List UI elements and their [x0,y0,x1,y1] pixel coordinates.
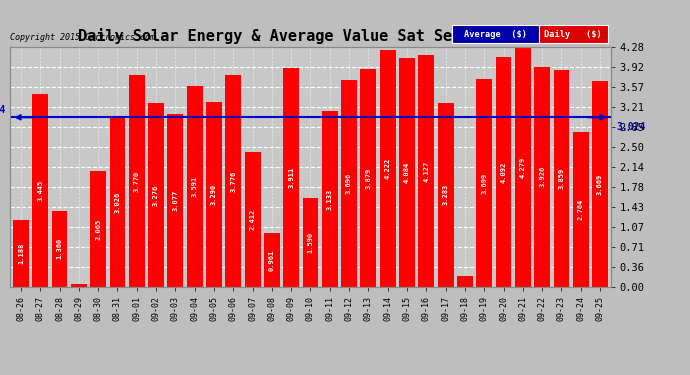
Bar [399,58,415,287]
Bar [168,114,184,287]
Text: 2.065: 2.065 [95,218,101,240]
Bar [476,80,492,287]
Bar [457,276,473,287]
Text: 3.133: 3.133 [327,188,333,210]
Text: 3.879: 3.879 [366,168,371,189]
Bar [592,81,608,287]
Bar [148,103,164,287]
Text: 3.926: 3.926 [539,166,545,188]
Bar [129,75,145,287]
Text: 4.084: 4.084 [404,162,410,183]
Text: 2.764: 2.764 [578,199,584,220]
Bar [515,47,531,287]
Text: 3.776: 3.776 [230,170,236,192]
Text: 3.290: 3.290 [211,184,217,205]
Bar [553,70,569,287]
Bar [13,220,29,287]
Text: 3.770: 3.770 [134,171,140,192]
Text: 3.077: 3.077 [172,190,179,211]
Text: 3.024: 3.024 [616,122,646,132]
Text: 3.276: 3.276 [153,184,159,206]
Text: 3.445: 3.445 [37,180,43,201]
Bar [495,57,511,287]
Bar [451,25,539,43]
Text: 3.911: 3.911 [288,166,294,188]
Text: 4.222: 4.222 [385,158,391,179]
Text: 3.026: 3.026 [115,191,121,213]
Text: 3.699: 3.699 [481,172,487,194]
Bar [284,68,299,287]
Text: 1.188: 1.188 [18,243,24,264]
Title: Daily Solar Energy & Average Value Sat Sep 26 18:43: Daily Solar Energy & Average Value Sat S… [78,28,543,44]
Bar [437,103,453,287]
Text: 4.092: 4.092 [500,162,506,183]
Text: Copyright 2015 Cartronics.com: Copyright 2015 Cartronics.com [10,33,155,42]
Bar [206,102,222,287]
Bar [32,94,48,287]
Text: Daily   ($): Daily ($) [544,30,602,39]
Bar [380,50,395,287]
Bar [303,198,318,287]
Text: Average  ($): Average ($) [464,30,526,39]
Bar [534,67,550,287]
Text: 1.590: 1.590 [308,232,313,253]
Bar [52,211,68,287]
Text: 3.283: 3.283 [442,184,448,206]
Text: 1.360: 1.360 [57,238,63,260]
Text: 3.859: 3.859 [558,168,564,189]
Text: 3.696: 3.696 [346,172,352,194]
Bar [110,117,126,287]
Text: 3.669: 3.669 [597,173,603,195]
Bar [360,69,376,287]
Text: 0.961: 0.961 [269,249,275,270]
Text: 4.127: 4.127 [423,160,429,182]
Bar [418,56,434,287]
Text: 4.279: 4.279 [520,156,526,177]
Bar [341,80,357,287]
Bar [90,171,106,287]
Bar [187,86,203,287]
Bar [573,132,589,287]
Text: 2.412: 2.412 [250,209,255,230]
Bar [264,233,280,287]
Bar [71,284,87,287]
Text: 3.591: 3.591 [192,176,198,197]
Bar [539,25,608,43]
Text: 3.024: 3.024 [0,105,6,114]
Bar [245,152,261,287]
Bar [226,75,241,287]
Bar [322,111,337,287]
